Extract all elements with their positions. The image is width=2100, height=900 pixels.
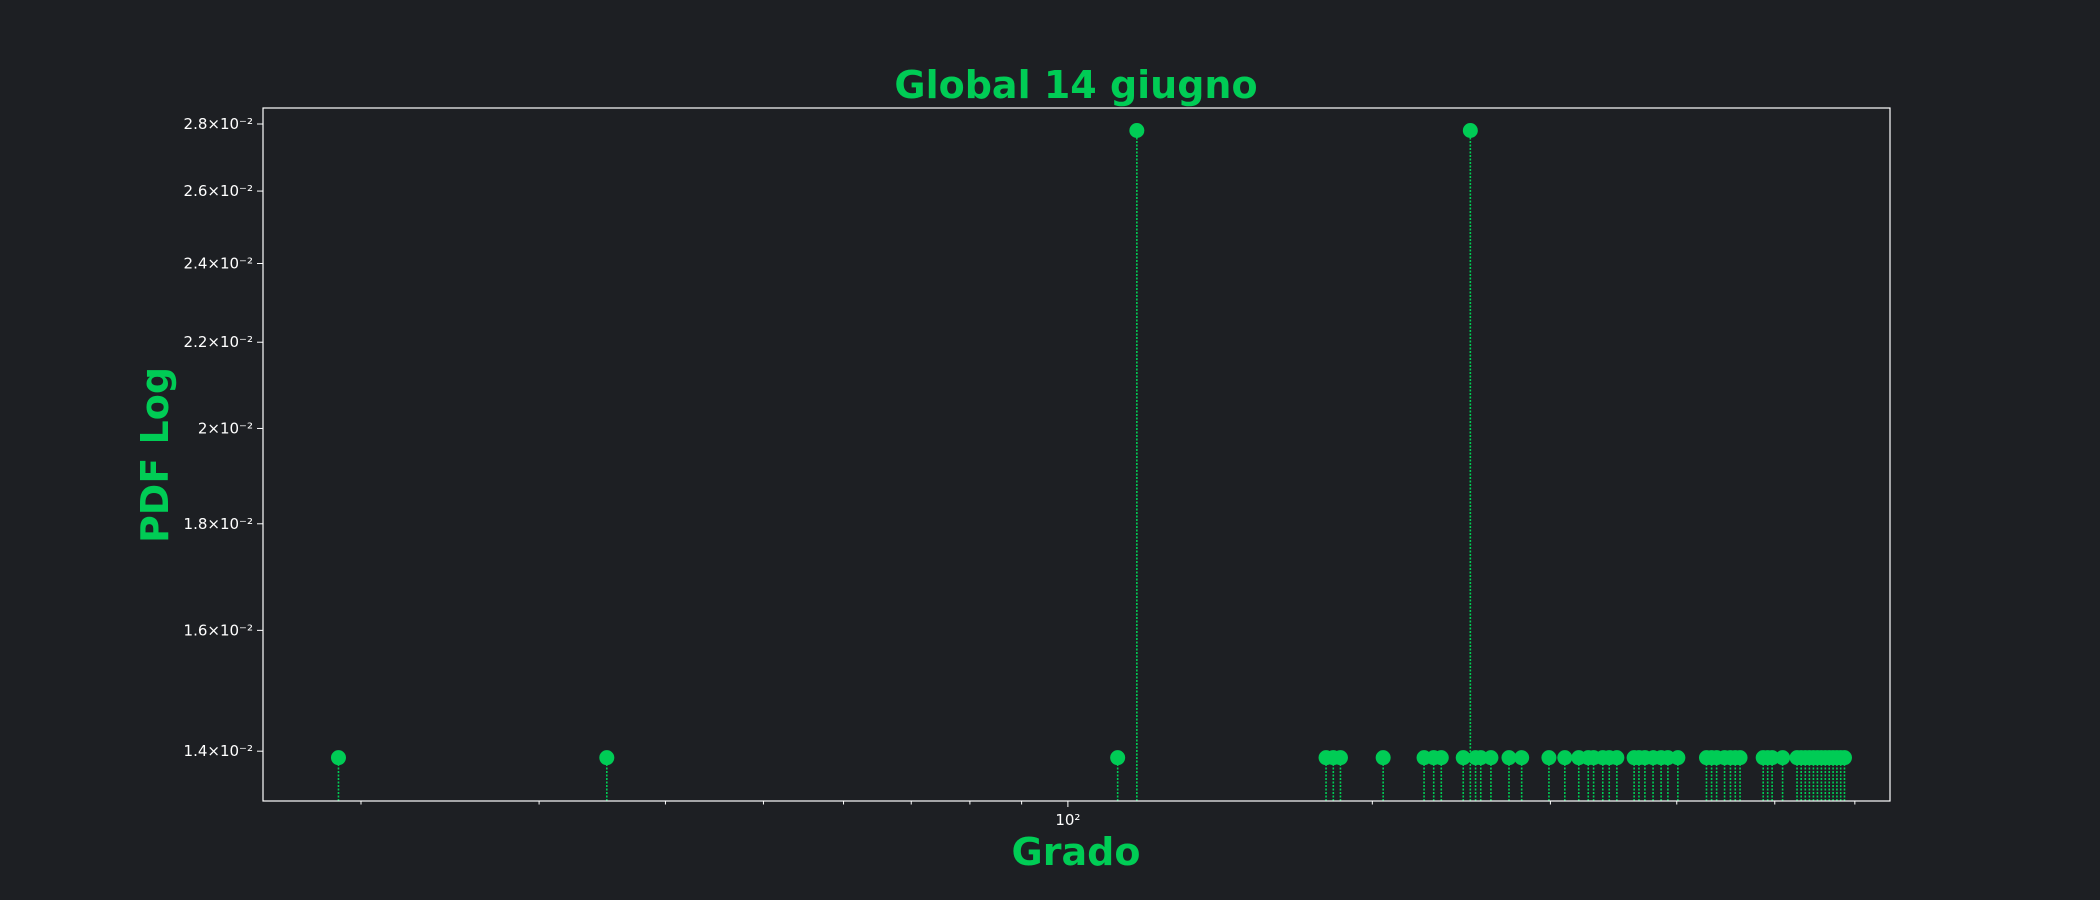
data-point xyxy=(1541,750,1557,766)
y-tick-label: 1.4×10⁻² xyxy=(184,742,253,760)
y-tick-label: 2×10⁻² xyxy=(198,419,253,437)
data-point xyxy=(599,750,615,766)
y-tick-label: 1.6×10⁻² xyxy=(184,621,253,639)
data-point xyxy=(1110,750,1126,766)
data-point xyxy=(1670,750,1686,766)
y-tick-label: 2.8×10⁻² xyxy=(184,115,253,133)
data-point xyxy=(1483,750,1499,766)
x-tick-label: 10² xyxy=(1055,811,1080,829)
data-point xyxy=(1332,750,1348,766)
y-tick-label: 2.6×10⁻² xyxy=(184,182,253,200)
ticks-layer: 1.4×10⁻² 1.6×10⁻² 1.8×10⁻² 2×10⁻² 2.2×10⁻² 2.… xyxy=(184,115,1856,829)
markers-layer xyxy=(330,123,1852,766)
y-tick-label: 1.8×10⁻² xyxy=(184,515,253,533)
chart-title: Global 14 giugno xyxy=(894,63,1257,107)
data-point xyxy=(1375,750,1391,766)
data-point xyxy=(1501,750,1517,766)
data-point xyxy=(1732,750,1748,766)
y-tick-label: 2.2×10⁻² xyxy=(184,333,253,351)
y-tick-label: 2.4×10⁻² xyxy=(184,254,253,272)
x-axis-label: Grado xyxy=(1012,830,1141,874)
y-axis-label: PDF Log xyxy=(133,367,177,543)
data-point xyxy=(1836,750,1852,766)
data-point xyxy=(1129,123,1145,139)
data-point xyxy=(1775,750,1791,766)
data-point xyxy=(1557,750,1573,766)
data-point xyxy=(1514,750,1530,766)
data-point xyxy=(1462,123,1478,139)
data-point xyxy=(1433,750,1449,766)
data-point xyxy=(330,750,346,766)
plot-frame xyxy=(262,107,1891,802)
data-point xyxy=(1764,750,1780,766)
data-point xyxy=(1455,750,1471,766)
data-point xyxy=(1609,750,1625,766)
